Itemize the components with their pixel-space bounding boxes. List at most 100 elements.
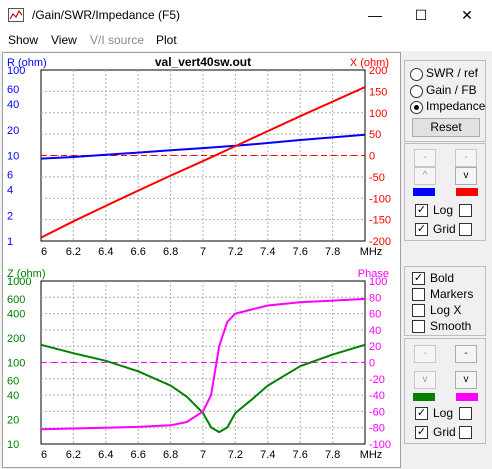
maximize-button[interactable]: ☐ xyxy=(414,7,428,23)
top-right-down-button[interactable]: v xyxy=(455,167,477,185)
radio-swr-label: SWR / ref xyxy=(426,66,479,80)
top-log-right-checkbox[interactable] xyxy=(459,204,472,217)
top-right-minus-button[interactable]: - xyxy=(455,149,477,167)
menu-plot[interactable]: Plot xyxy=(156,33,177,47)
app-icon xyxy=(8,8,24,22)
bottom-log-checkbox[interactable]: ✓ xyxy=(415,407,428,420)
x-tick-label: 7.4 xyxy=(260,449,275,461)
logx-label: Log X xyxy=(430,303,462,317)
top-log-label: Log xyxy=(433,203,454,217)
right-axis-tick-label: 60 xyxy=(369,309,381,321)
radio-impedance-label: Impedance xyxy=(426,99,486,113)
bold-label: Bold xyxy=(430,271,455,285)
x-tick-label: 7.2 xyxy=(228,246,243,258)
right-axis-tick-label: -150 xyxy=(369,215,391,227)
series-line-left xyxy=(40,133,366,160)
x-tick-label: 6.4 xyxy=(98,449,113,461)
menu-view[interactable]: View xyxy=(51,33,77,47)
markers-label: Markers xyxy=(430,287,474,301)
bottom-grid-checkbox[interactable]: ✓ xyxy=(415,426,428,439)
logx-checkbox[interactable] xyxy=(412,304,425,317)
right-axis-tick-label: -100 xyxy=(369,439,391,451)
minimize-button[interactable]: — xyxy=(368,7,382,23)
top-grid-right-checkbox[interactable] xyxy=(459,223,472,236)
menu-vi-source: V/I source xyxy=(90,33,145,47)
menu-bar: Show View V/I source Plot xyxy=(0,30,492,51)
phase-series-color-swatch[interactable] xyxy=(456,393,478,401)
right-axis-tick-label: -80 xyxy=(369,423,385,435)
left-series-color-swatch[interactable] xyxy=(413,188,435,196)
x-tick-label: 6.8 xyxy=(163,246,178,258)
markers-checkbox[interactable] xyxy=(412,288,425,301)
z-series-color-swatch[interactable] xyxy=(413,393,435,401)
bottom-left-minus-button[interactable]: - xyxy=(414,345,436,363)
x-tick-label: MHz xyxy=(360,449,383,461)
left-axis-tick-label: 400 xyxy=(7,308,25,320)
x-tick-label: 7 xyxy=(200,449,206,461)
left-axis-tick-label: 60 xyxy=(7,376,19,388)
bold-checkbox[interactable]: ✓ xyxy=(412,272,425,285)
x-tick-label: 6.4 xyxy=(98,246,113,258)
bottom-left-down-button[interactable]: v xyxy=(414,371,436,389)
x-tick-label: 7.8 xyxy=(325,449,340,461)
left-axis-tick-label: 6 xyxy=(7,169,13,181)
top-grid-label: Grid xyxy=(433,222,456,236)
left-axis-tick-label: 20 xyxy=(7,125,19,137)
top-left-minus-button[interactable]: - xyxy=(414,149,436,167)
left-axis-tick-label: 10 xyxy=(7,151,19,163)
top-log-checkbox[interactable]: ✓ xyxy=(415,204,428,217)
right-axis-tick-label: 200 xyxy=(369,65,387,77)
menu-show[interactable]: Show xyxy=(8,33,39,47)
x-tick-label: 7.6 xyxy=(293,449,308,461)
right-axis-tick-label: -60 xyxy=(369,406,385,418)
x-tick-label: MHz xyxy=(360,246,383,258)
top-grid-checkbox[interactable]: ✓ xyxy=(415,223,428,236)
reset-button[interactable]: Reset xyxy=(412,118,480,137)
left-axis-label: R (ohm) xyxy=(7,57,47,69)
right-series-color-swatch[interactable] xyxy=(456,188,478,196)
radio-swr[interactable] xyxy=(410,68,423,81)
x-tick-label: 6.8 xyxy=(163,449,178,461)
right-axis-tick-label: 40 xyxy=(369,325,381,337)
left-axis-tick-label: 40 xyxy=(7,99,19,111)
right-axis-tick-label: 80 xyxy=(369,292,381,304)
x-tick-label: 6.2 xyxy=(66,449,81,461)
left-axis-tick-label: 100 xyxy=(7,65,25,77)
left-axis-tick-label: 1 xyxy=(7,236,13,248)
left-axis-tick-label: 1000 xyxy=(7,276,31,288)
series-line-right xyxy=(40,86,366,239)
radio-gain[interactable] xyxy=(410,85,423,98)
left-axis-tick-label: 100 xyxy=(7,358,25,370)
x-tick-label: 7.2 xyxy=(228,449,243,461)
left-axis-tick-label: 200 xyxy=(7,333,25,345)
x-tick-label: 6 xyxy=(41,246,47,258)
bottom-log-label: Log xyxy=(433,406,454,420)
left-axis-tick-label: 2 xyxy=(7,210,13,222)
bottom-right-minus-button[interactable]: - xyxy=(455,345,477,363)
series-line-left xyxy=(40,343,366,434)
right-axis-tick-label: -50 xyxy=(369,172,385,184)
left-axis-tick-label: 10 xyxy=(7,439,19,451)
right-axis-tick-label: -20 xyxy=(369,374,385,386)
x-tick-label: 7 xyxy=(200,246,206,258)
right-axis-label: X (ohm) xyxy=(350,57,389,69)
left-axis-tick-label: 600 xyxy=(7,294,25,306)
right-axis-tick-label: 100 xyxy=(369,276,387,288)
right-axis-tick-label: -40 xyxy=(369,390,385,402)
bottom-grid-right-checkbox[interactable] xyxy=(459,426,472,439)
close-button[interactable]: ✕ xyxy=(461,7,473,23)
series-line-right xyxy=(40,297,366,431)
bottom-grid-label: Grid xyxy=(433,425,456,439)
smooth-label: Smooth xyxy=(430,319,472,333)
radio-gain-label: Gain / FB xyxy=(426,83,477,97)
smooth-checkbox[interactable] xyxy=(412,320,425,333)
right-axis-label: Phase xyxy=(358,268,389,280)
radio-impedance[interactable] xyxy=(410,101,423,114)
bottom-right-down-button[interactable]: v xyxy=(455,371,477,389)
bottom-log-right-checkbox[interactable] xyxy=(459,407,472,420)
x-tick-label: 6 xyxy=(41,449,47,461)
right-axis-tick-label: 50 xyxy=(369,129,381,141)
top-left-up-button[interactable]: ^ xyxy=(414,167,436,185)
right-axis-tick-label: -200 xyxy=(369,236,391,248)
x-tick-label: 6.6 xyxy=(131,246,146,258)
